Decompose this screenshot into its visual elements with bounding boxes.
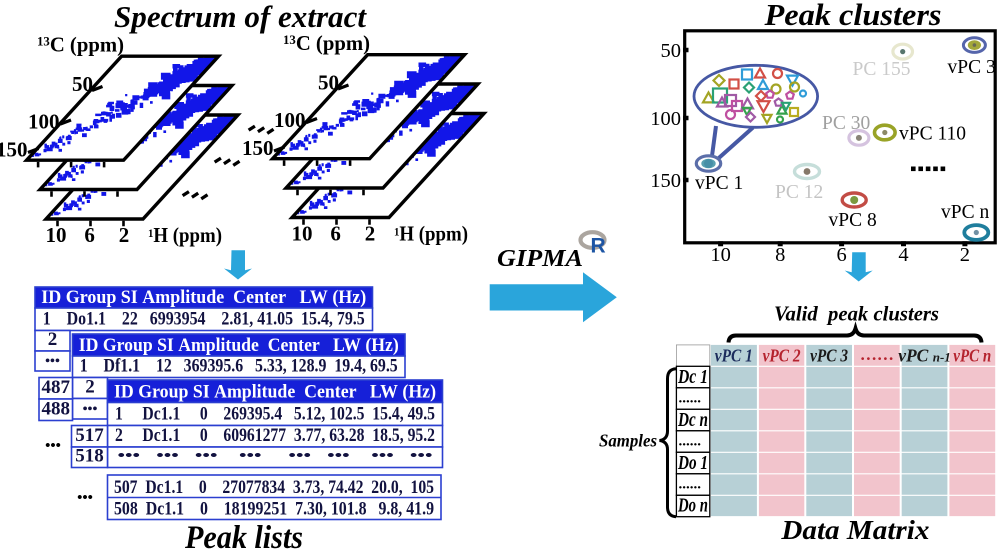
svg-text:•••: ••• [83,402,98,417]
svg-text:Data Matrix: Data Matrix [780,515,929,545]
svg-text:vPC 110: vPC 110 [899,124,966,145]
svg-text:PC 30: PC 30 [822,113,870,134]
svg-text:8: 8 [775,244,785,266]
svg-text:•••: ••• [45,438,61,454]
svg-text:10: 10 [710,244,731,266]
svg-text:508 Dc1.1 0 18199251 7: 508 Dc1.1 0 18199251 7.30, 101.8 9.8, 41… [114,499,434,520]
svg-text:Dc 1: Dc 1 [677,367,708,388]
svg-text:ID Group SI Amplitude Center: ID Group SI Amplitude Center LW (Hz) [114,382,436,403]
svg-text:488: 488 [42,399,71,420]
svg-text:Dc n: Dc n [677,410,708,431]
svg-text:Do 1: Do 1 [677,453,708,474]
svg-text:GIPMA: GIPMA [497,246,583,272]
svg-text:PC 12: PC 12 [775,182,823,203]
svg-text:vPC 1: vPC 1 [695,173,743,194]
svg-text:•••: ••• [45,354,60,369]
svg-text:2: 2 [85,377,95,398]
svg-text:4: 4 [898,244,908,266]
svg-text:2: 2 [48,329,58,350]
svg-text:vPC 3: vPC 3 [948,57,996,78]
svg-text:......: ...... [679,433,702,449]
svg-text:517: 517 [75,425,104,446]
svg-text:vPC 8: vPC 8 [829,210,877,231]
svg-text:vPC 1: vPC 1 [715,346,753,366]
svg-text:1 Df1.1 12 369395.6: 1 Df1.1 12 369395.6 5.33, 128.9 19.4, 69… [80,356,398,377]
svg-text:2: 2 [960,244,970,266]
svg-text:Peak clusters: Peak clusters [763,0,941,32]
svg-text:vPC n: vPC n [941,202,989,223]
svg-text:150: 150 [650,170,681,192]
svg-text:487: 487 [42,377,71,398]
svg-text:Valid peak clusters: Valid peak clusters [774,302,939,326]
svg-text:......: ...... [679,476,702,492]
svg-text:••• ••• ••• ••• •••: ••• ••• ••• ••• ••• ••• ••• ••• [118,448,433,464]
svg-text:R: R [591,235,606,258]
svg-text:50: 50 [661,40,682,62]
svg-text:518: 518 [75,446,104,467]
svg-text:ID Group SI Amplitude Center: ID Group SI Amplitude Center LW (Hz) [79,335,399,356]
svg-text:......: ...... [679,390,702,406]
svg-text:Spectrum of extract: Spectrum of extract [114,0,367,34]
svg-text:Peak lists: Peak lists [184,520,303,555]
svg-text:……: …… [860,345,894,364]
svg-text:vPC 2: vPC 2 [763,346,801,366]
svg-text:507 Dc1.1 0 27077834 3: 507 Dc1.1 0 27077834 3.73, 74.42 20.0, 1… [114,477,434,498]
svg-text:Do n: Do n [677,496,708,517]
svg-text:100: 100 [650,108,681,130]
svg-text:2 Dc1.1 0 60961277: 2 Dc1.1 0 60961277 3.77, 63.28 18.5, 95.… [115,425,435,446]
svg-text:vPC n: vPC n [953,346,991,366]
svg-text:vPC 3: vPC 3 [810,346,848,366]
svg-text:Samples: Samples [599,431,657,451]
svg-text:vPC n-1: vPC n-1 [898,346,951,366]
svg-text:PC 155: PC 155 [853,59,911,80]
svg-text:•••: ••• [77,490,93,506]
svg-text:6: 6 [836,244,846,266]
svg-text:1 Do1.1 22 6993954: 1 Do1.1 22 6993954 2.81, 41.05 15.4, 79.… [43,309,365,330]
svg-text:1 Dc1.1 0 269395.4: 1 Dc1.1 0 269395.4 5.12, 102.5 15.4, 49.… [115,404,435,425]
svg-text:ID Group SI Amplitude Center: ID Group SI Amplitude Center LW (Hz) [41,287,366,308]
